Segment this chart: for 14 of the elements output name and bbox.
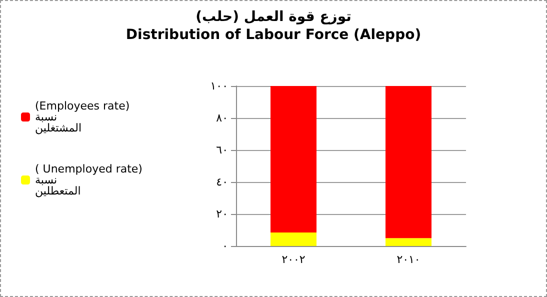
bar (386, 238, 432, 246)
y-tick-label: ٢٠ (216, 208, 228, 220)
y-tick-label: ٤٠ (216, 176, 228, 188)
y-tick-label: ٨٠ (216, 112, 228, 124)
x-tick-label: ٢٠١٠ (396, 253, 420, 266)
chart-title: توزع قوة العمل (حلب) (196, 9, 352, 25)
bar (270, 232, 316, 246)
bar (270, 86, 316, 233)
y-tick-label: ٠ (222, 240, 228, 252)
y-tick-label: ٦٠ (216, 144, 228, 156)
x-tick-label: ٢٠٠٢ (282, 253, 306, 266)
y-tick-label: ١٠٠ (210, 80, 228, 92)
chart-subtitle: Distribution of Labour Force (Aleppo) (126, 27, 422, 43)
bar (386, 86, 432, 238)
